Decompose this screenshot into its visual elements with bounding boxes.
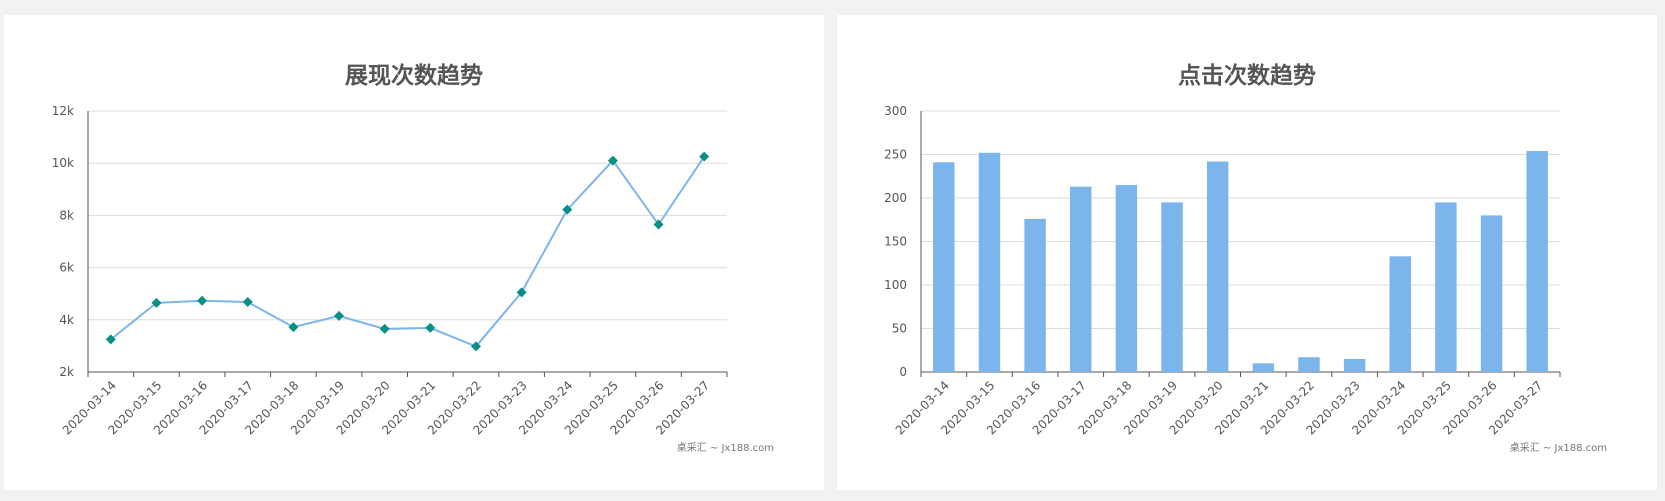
y-tick-label: 12k	[52, 104, 74, 118]
data-point-marker[interactable]	[425, 322, 436, 333]
data-point-marker[interactable]	[288, 322, 299, 333]
bar[interactable]	[1343, 358, 1366, 372]
data-point-marker[interactable]	[334, 310, 345, 321]
data-point-marker[interactable]	[379, 323, 390, 334]
y-tick-label: 8k	[59, 208, 74, 222]
chart-credit: 桌采汇 ~ Jx188.com	[677, 441, 774, 454]
chart-credit: 桌采汇 ~ Jx188.com	[1510, 441, 1607, 454]
y-tick-label: 0	[899, 365, 907, 379]
data-point-marker[interactable]	[562, 204, 573, 215]
bar[interactable]	[1389, 256, 1411, 372]
bar[interactable]	[1298, 357, 1320, 372]
bar[interactable]	[1435, 202, 1457, 372]
data-point-marker[interactable]	[699, 151, 710, 162]
bar[interactable]	[1526, 151, 1548, 372]
bar[interactable]	[1070, 186, 1092, 372]
y-tick-label: 10k	[52, 156, 74, 170]
clicks-chart-title: 点击次数趋势	[1178, 62, 1316, 89]
data-point-marker[interactable]	[197, 295, 208, 306]
data-point-marker[interactable]	[516, 287, 527, 298]
bar[interactable]	[1252, 363, 1275, 372]
data-point-marker[interactable]	[105, 334, 116, 345]
clicks-chart-panel: 点击次数趋势 桌采汇 ~ Jx188.com 0 50 100 150 200 250 30…	[837, 15, 1657, 490]
y-tick-label: 250	[884, 148, 907, 162]
impressions-chart-panel: 展现次数趋势 桌采汇 ~ Jx188.com 2k 4k 6k 8k 10k 12k 202…	[4, 15, 824, 490]
data-point-marker[interactable]	[242, 297, 253, 308]
data-point-marker[interactable]	[151, 297, 162, 308]
y-tick-label: 150	[884, 235, 907, 249]
bar[interactable]	[1480, 215, 1503, 372]
y-tick-label: 4k	[59, 313, 74, 327]
y-tick-label: 200	[884, 191, 907, 205]
data-point-marker[interactable]	[653, 219, 664, 230]
bar[interactable]	[978, 152, 1001, 372]
y-tick-label: 6k	[59, 261, 74, 275]
bar[interactable]	[1115, 184, 1138, 372]
data-point-marker[interactable]	[470, 341, 481, 352]
impressions-chart-title: 展现次数趋势	[345, 62, 483, 89]
bar[interactable]	[1024, 218, 1046, 372]
bar[interactable]	[933, 162, 955, 372]
clicks-chart: 点击次数趋势 桌采汇 ~ Jx188.com 0 50 100 150 200 250 30…	[884, 62, 1607, 454]
y-tick-label: 50	[892, 322, 907, 336]
y-tick-label: 2k	[59, 365, 74, 379]
bar[interactable]	[1206, 161, 1229, 372]
impressions-series-line	[110, 156, 706, 348]
y-tick-label: 100	[884, 278, 907, 292]
y-tick-label: 300	[884, 104, 907, 118]
impressions-chart: 展现次数趋势 桌采汇 ~ Jx188.com 2k4k6k8k10k12k202…	[52, 62, 774, 454]
bar[interactable]	[1161, 202, 1183, 372]
data-point-marker[interactable]	[607, 155, 618, 166]
